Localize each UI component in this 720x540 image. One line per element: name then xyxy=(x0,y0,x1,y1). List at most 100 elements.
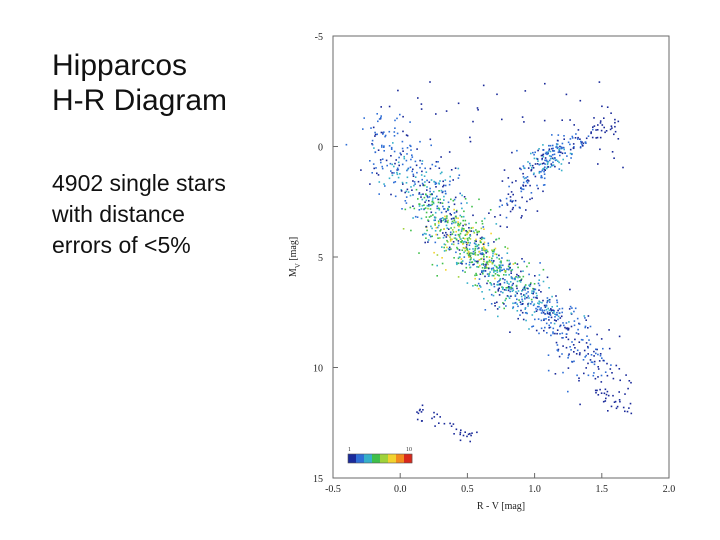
star-point xyxy=(547,312,549,315)
star-point xyxy=(594,377,597,380)
star-point xyxy=(482,270,485,273)
star-point xyxy=(447,241,449,243)
star-point xyxy=(561,142,564,145)
star-point xyxy=(509,266,511,269)
star-point xyxy=(544,157,547,159)
star-point xyxy=(562,345,564,347)
star-point xyxy=(514,204,517,207)
star-point xyxy=(487,244,490,247)
star-point xyxy=(428,205,430,207)
star-point xyxy=(445,192,447,195)
star-point xyxy=(458,229,460,231)
star-point xyxy=(457,276,460,278)
star-point xyxy=(550,322,552,324)
star-point xyxy=(468,264,471,266)
star-point xyxy=(383,150,385,152)
star-point xyxy=(491,274,494,277)
star-point xyxy=(445,269,447,271)
star-point xyxy=(547,299,550,302)
star-point xyxy=(442,232,444,234)
star-point xyxy=(468,256,470,258)
star-point xyxy=(516,298,518,301)
star-point xyxy=(508,185,510,188)
star-point xyxy=(433,411,435,414)
star-point xyxy=(428,196,431,198)
star-point xyxy=(447,234,450,237)
star-point xyxy=(373,167,375,170)
star-point xyxy=(410,229,412,232)
star-point xyxy=(446,227,449,229)
star-point xyxy=(499,283,502,286)
star-point xyxy=(477,254,479,256)
star-point xyxy=(394,162,396,165)
star-point xyxy=(508,259,510,262)
star-point xyxy=(464,431,466,433)
star-point xyxy=(418,192,421,194)
star-point xyxy=(455,209,458,212)
star-point xyxy=(406,134,409,137)
color-scale-min-label: 1 xyxy=(348,447,351,453)
star-point xyxy=(459,214,462,217)
y-tick-label: 10 xyxy=(313,364,323,375)
star-point xyxy=(481,263,483,266)
star-point xyxy=(524,287,526,290)
star-point xyxy=(455,261,458,264)
star-point xyxy=(554,316,556,318)
star-point xyxy=(622,406,625,409)
star-point xyxy=(460,216,463,218)
star-point xyxy=(475,274,478,276)
star-point xyxy=(438,167,441,169)
star-point xyxy=(610,112,612,114)
star-point xyxy=(459,262,462,264)
star-point xyxy=(533,290,535,292)
star-point xyxy=(543,318,546,320)
star-point xyxy=(459,439,462,442)
star-point xyxy=(494,247,497,250)
star-point xyxy=(481,220,483,222)
star-point xyxy=(388,130,391,133)
star-point xyxy=(618,399,621,401)
star-point xyxy=(508,297,511,299)
star-point xyxy=(457,177,460,179)
star-point xyxy=(429,187,431,190)
star-point xyxy=(380,115,382,117)
star-point xyxy=(465,223,467,226)
star-point xyxy=(360,169,362,171)
star-point xyxy=(420,208,423,210)
star-point xyxy=(506,204,509,206)
star-point xyxy=(579,146,582,148)
star-point xyxy=(592,374,595,377)
star-point xyxy=(450,218,453,220)
star-point xyxy=(553,150,556,152)
star-point xyxy=(617,120,620,123)
star-point xyxy=(582,145,584,147)
star-point xyxy=(407,191,410,193)
star-point xyxy=(574,307,577,310)
star-point xyxy=(478,259,481,261)
star-point xyxy=(521,298,523,301)
star-point xyxy=(552,150,554,152)
star-point xyxy=(544,152,547,155)
star-point xyxy=(445,231,447,234)
star-point xyxy=(506,259,509,262)
star-point xyxy=(412,194,414,196)
star-point xyxy=(536,210,539,212)
star-point xyxy=(444,218,447,220)
star-point xyxy=(472,230,475,233)
star-point xyxy=(455,251,457,254)
star-point xyxy=(385,159,388,162)
star-point xyxy=(393,165,395,168)
plot-frame xyxy=(332,35,670,479)
star-point xyxy=(425,211,428,214)
star-point xyxy=(458,225,460,228)
star-point xyxy=(493,248,496,251)
star-point xyxy=(472,120,474,123)
star-point xyxy=(528,273,530,276)
star-point xyxy=(491,257,493,260)
star-point xyxy=(463,196,466,198)
star-point xyxy=(432,202,435,205)
star-point xyxy=(371,172,373,174)
star-point xyxy=(562,146,564,149)
star-point xyxy=(533,157,536,160)
star-point xyxy=(523,294,525,296)
